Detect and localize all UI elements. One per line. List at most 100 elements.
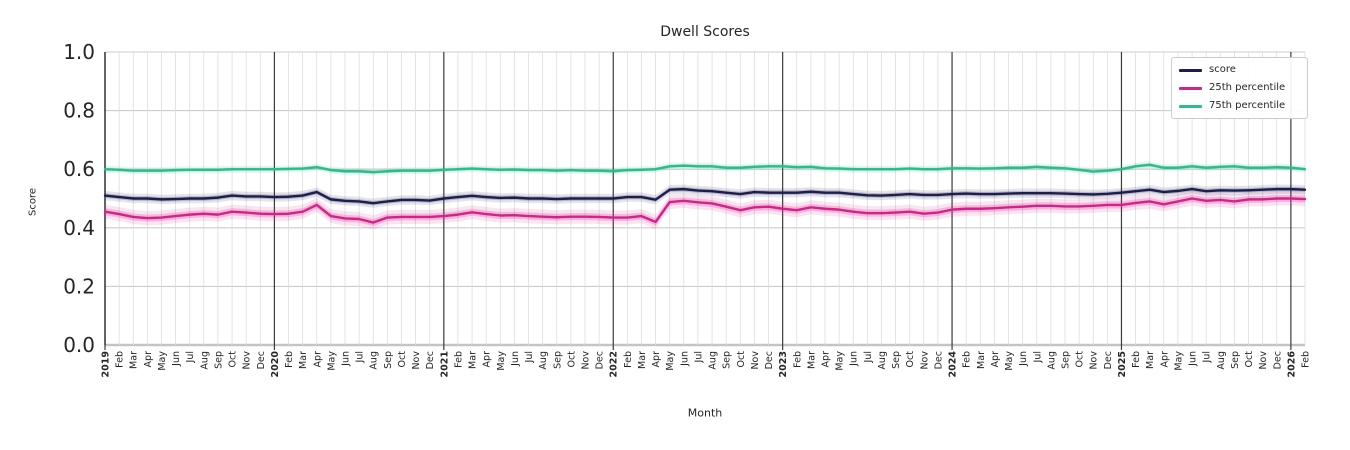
svg-text:Sep: Sep bbox=[1230, 351, 1241, 369]
svg-text:Jun: Jun bbox=[679, 351, 690, 367]
svg-text:Aug: Aug bbox=[369, 351, 380, 370]
svg-text:Nov: Nov bbox=[1258, 351, 1269, 370]
svg-text:2019: 2019 bbox=[101, 351, 112, 377]
svg-text:May: May bbox=[835, 351, 846, 371]
svg-text:Jul: Jul bbox=[693, 351, 704, 363]
svg-text:Feb: Feb bbox=[623, 351, 634, 368]
svg-text:Aug: Aug bbox=[1046, 351, 1057, 370]
svg-text:2024: 2024 bbox=[948, 351, 959, 378]
svg-text:0.8: 0.8 bbox=[63, 99, 95, 123]
confidence-band bbox=[105, 184, 1305, 208]
svg-text:Jul: Jul bbox=[863, 351, 874, 363]
svg-text:Sep: Sep bbox=[383, 351, 394, 369]
legend-item-score: score bbox=[1179, 63, 1300, 77]
svg-text:Apr: Apr bbox=[1159, 351, 1170, 368]
svg-text:Dec: Dec bbox=[1272, 351, 1283, 369]
svg-text:Jul: Jul bbox=[355, 351, 366, 363]
svg-text:1.0: 1.0 bbox=[63, 40, 95, 64]
svg-text:Jun: Jun bbox=[1188, 351, 1199, 367]
75th-percentile-line-swatch bbox=[1179, 104, 1202, 108]
svg-text:Mar: Mar bbox=[1145, 351, 1156, 369]
svg-text:Oct: Oct bbox=[228, 351, 239, 368]
svg-text:Jun: Jun bbox=[171, 351, 182, 367]
svg-text:2022: 2022 bbox=[609, 351, 620, 377]
svg-text:May: May bbox=[157, 351, 168, 371]
confidence-band bbox=[105, 194, 1305, 227]
svg-text:Nov: Nov bbox=[1089, 351, 1100, 370]
svg-text:Aug: Aug bbox=[708, 351, 719, 370]
svg-text:May: May bbox=[1004, 351, 1015, 371]
chart-title: Dwell Scores bbox=[660, 24, 750, 40]
svg-text:Oct: Oct bbox=[1244, 351, 1255, 368]
svg-text:2025: 2025 bbox=[1117, 351, 1128, 377]
svg-text:Jun: Jun bbox=[510, 351, 521, 367]
svg-text:Nov: Nov bbox=[581, 351, 592, 370]
svg-text:Dec: Dec bbox=[256, 351, 267, 369]
svg-text:2026: 2026 bbox=[1286, 351, 1297, 378]
svg-text:Mar: Mar bbox=[637, 351, 648, 369]
svg-text:Jul: Jul bbox=[185, 351, 196, 363]
svg-text:Sep: Sep bbox=[213, 351, 224, 369]
svg-text:Oct: Oct bbox=[736, 351, 747, 368]
svg-text:Dec: Dec bbox=[595, 351, 606, 369]
svg-text:Nov: Nov bbox=[750, 351, 761, 370]
svg-text:Dec: Dec bbox=[425, 351, 436, 369]
svg-text:Oct: Oct bbox=[566, 351, 577, 368]
confidence-band bbox=[105, 161, 1305, 176]
legend-label-score: score bbox=[1209, 64, 1236, 75]
series-line bbox=[103, 187, 1307, 205]
svg-text:Feb: Feb bbox=[792, 351, 803, 368]
legend: score 25th percentile 75th percentile bbox=[1171, 57, 1308, 119]
svg-text:Sep: Sep bbox=[891, 351, 902, 369]
svg-text:Sep: Sep bbox=[1061, 351, 1072, 369]
svg-text:Dec: Dec bbox=[764, 351, 775, 369]
svg-text:Aug: Aug bbox=[1216, 351, 1227, 370]
svg-text:Feb: Feb bbox=[962, 351, 973, 368]
svg-text:Mar: Mar bbox=[806, 351, 817, 369]
score-line-swatch bbox=[1179, 68, 1202, 72]
x-axis-label: Month bbox=[687, 406, 723, 420]
svg-text:Oct: Oct bbox=[1075, 351, 1086, 368]
svg-text:Jun: Jun bbox=[1018, 351, 1029, 367]
svg-text:Sep: Sep bbox=[722, 351, 733, 369]
svg-text:Oct: Oct bbox=[905, 351, 916, 368]
svg-text:0.2: 0.2 bbox=[63, 274, 95, 298]
svg-text:2023: 2023 bbox=[778, 351, 789, 377]
confidence-band bbox=[105, 191, 1305, 230]
legend-item-25th-percentile: 25th percentile bbox=[1179, 81, 1300, 95]
svg-text:Feb: Feb bbox=[1131, 351, 1142, 368]
svg-text:Nov: Nov bbox=[919, 351, 930, 370]
svg-text:Oct: Oct bbox=[397, 351, 408, 368]
svg-text:Jun: Jun bbox=[849, 351, 860, 367]
svg-text:Mar: Mar bbox=[468, 351, 479, 369]
svg-text:May: May bbox=[1173, 351, 1184, 371]
series-line bbox=[103, 197, 1307, 224]
svg-text:0.6: 0.6 bbox=[63, 157, 95, 181]
svg-text:2020: 2020 bbox=[270, 351, 281, 378]
svg-text:Feb: Feb bbox=[453, 351, 464, 368]
svg-text:Aug: Aug bbox=[199, 351, 210, 370]
svg-text:Sep: Sep bbox=[552, 351, 563, 369]
svg-text:Mar: Mar bbox=[129, 351, 140, 369]
svg-text:May: May bbox=[496, 351, 507, 371]
svg-text:Jul: Jul bbox=[524, 351, 535, 363]
svg-text:2021: 2021 bbox=[439, 351, 450, 377]
svg-text:Aug: Aug bbox=[877, 351, 888, 370]
svg-text:May: May bbox=[665, 351, 676, 371]
svg-text:Apr: Apr bbox=[990, 351, 1001, 368]
x-tick-labels: 2019 Feb Mar Apr May Jun Jul Aug Sep Oct Nov Dec 202… bbox=[101, 351, 1312, 378]
svg-text:Nov: Nov bbox=[242, 351, 253, 370]
svg-text:Apr: Apr bbox=[482, 351, 493, 368]
legend-item-75th-percentile: 75th percentile bbox=[1179, 99, 1300, 113]
legend-label-75th-percentile: 75th percentile bbox=[1209, 100, 1286, 111]
svg-text:Dec: Dec bbox=[1103, 351, 1114, 369]
svg-text:Jul: Jul bbox=[1202, 351, 1213, 363]
svg-text:Feb: Feb bbox=[115, 351, 126, 368]
svg-text:Dec: Dec bbox=[933, 351, 944, 369]
legend-label-25th-percentile: 25th percentile bbox=[1209, 82, 1286, 93]
y-tick-labels: 0.0 0.2 0.4 0.6 0.8 1.0 bbox=[63, 40, 95, 357]
svg-text:Mar: Mar bbox=[976, 351, 987, 369]
series-line bbox=[103, 163, 1307, 174]
